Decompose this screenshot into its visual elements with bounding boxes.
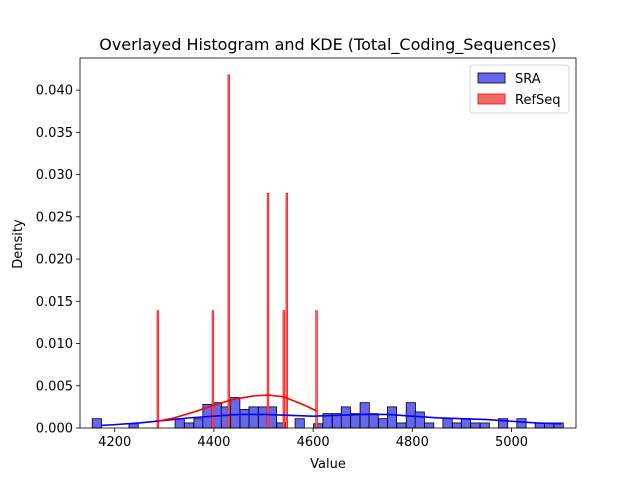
histogram-bar [258, 406, 269, 429]
y-axis-label: Density [11, 219, 26, 269]
x-tick-label: 4200 [98, 435, 131, 450]
histogram-bar [174, 418, 185, 429]
x-tick-label: 4400 [197, 435, 230, 450]
legend-swatch-refseq [477, 93, 506, 105]
histogram-bar [424, 422, 435, 429]
histogram-bar [91, 418, 102, 429]
series-refseq-bars [156, 74, 318, 429]
histogram-bar [227, 74, 230, 429]
x-tick-label: 4600 [297, 435, 330, 450]
y-tick-label: 0.005 [36, 379, 73, 394]
plot-area: 4200 4400 4600 4800 5000 0.000 0.005 0.010 0.015… [36, 57, 577, 450]
histogram-bar [313, 423, 324, 429]
histogram-bar [479, 422, 490, 429]
y-tick-label: 0.010 [36, 337, 73, 352]
histogram-bar [230, 397, 241, 429]
histogram-bar [359, 402, 370, 429]
axes-frame [79, 57, 577, 429]
histogram-bar [396, 422, 407, 429]
histogram-bar [460, 418, 471, 429]
histogram-bar [294, 418, 305, 429]
kde-line-refseq [157, 394, 317, 423]
histogram-bar [470, 422, 481, 429]
x-tick-label: 4800 [396, 435, 429, 450]
histogram-bar [451, 422, 462, 429]
histogram-bar [368, 413, 379, 429]
y-tick-label: 0.040 [36, 84, 73, 99]
histogram-bar [128, 423, 139, 429]
histogram-bar [386, 406, 397, 429]
series-sra-bars [91, 397, 564, 429]
chart-title: Overlayed Histogram and KDE (Total_Codin… [99, 35, 557, 55]
x-tick-label: 5000 [495, 435, 528, 450]
y-tick-label: 0.025 [36, 210, 73, 225]
y-tick-label: 0.020 [36, 253, 73, 268]
histogram-bar [211, 310, 215, 429]
x-axis-label: Value [310, 457, 346, 472]
y-tick-label: 0.015 [36, 295, 73, 310]
histogram-bar [414, 411, 425, 429]
histogram-bar [239, 409, 250, 429]
legend-swatch-sra [477, 72, 506, 84]
histogram-bar [378, 418, 389, 429]
histogram-bar [248, 406, 259, 429]
kde-line-sra [100, 413, 562, 427]
y-tick-label: 0.000 [36, 422, 73, 437]
legend-label-refseq: RefSeq [515, 93, 561, 108]
histogram-bar [350, 413, 361, 429]
legend-label-sra: SRA [515, 72, 541, 87]
histogram-bar [516, 418, 527, 429]
y-tick-label: 0.030 [36, 168, 73, 183]
histogram-bar [282, 310, 286, 429]
histogram-bar [156, 310, 160, 429]
histogram-bar [285, 192, 289, 429]
legend: SRA RefSeq [469, 64, 570, 114]
histogram-bar [442, 418, 453, 429]
histogram-bar [266, 192, 270, 429]
histogram-bar [340, 406, 351, 429]
y-tick-label: 0.035 [36, 126, 73, 141]
histogram-bar [184, 422, 195, 429]
histogram-bar [193, 418, 204, 429]
